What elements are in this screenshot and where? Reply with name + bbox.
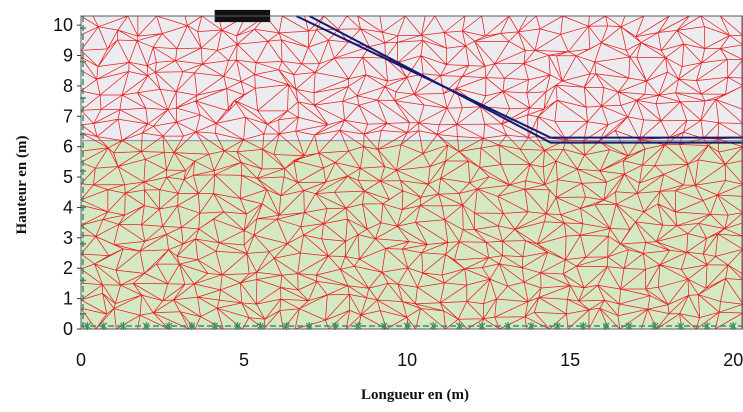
y-tick-label: 2 [63, 258, 73, 278]
slope-line-outer [295, 15, 743, 139]
x-tick-label: 5 [239, 350, 249, 370]
y-tick-label: 0 [63, 319, 73, 339]
y-tick-label: 5 [63, 167, 73, 187]
slope-line-inner [308, 15, 743, 144]
y-tick-label: 3 [63, 228, 73, 248]
plot-border [80, 15, 743, 330]
upper-soil-layer [81, 16, 743, 141]
y-tick-label: 1 [63, 289, 73, 309]
y-axis-ticks: 0 1 2 3 4 5 6 7 8 9 10 [53, 15, 81, 339]
x-axis-title: Longueur en (m) [361, 387, 469, 403]
plot-frame [80, 15, 743, 330]
x-tick-label: 20 [723, 350, 743, 370]
x-axis-ticks: 0 5 10 15 20 [76, 350, 743, 370]
y-tick-label: 10 [53, 15, 73, 35]
x-tick-label: 0 [76, 350, 86, 370]
y-tick-label: 9 [63, 46, 73, 66]
x-tick-label: 10 [397, 350, 417, 370]
y-tick-label: 8 [63, 76, 73, 96]
y-axis-title: Hauteur en (m) [14, 136, 30, 235]
y-tick-label: 7 [63, 106, 73, 126]
x-tick-label: 15 [560, 350, 580, 370]
slope-surface [295, 15, 743, 144]
y-tick-label: 6 [63, 137, 73, 157]
y-tick-label: 4 [63, 197, 73, 217]
